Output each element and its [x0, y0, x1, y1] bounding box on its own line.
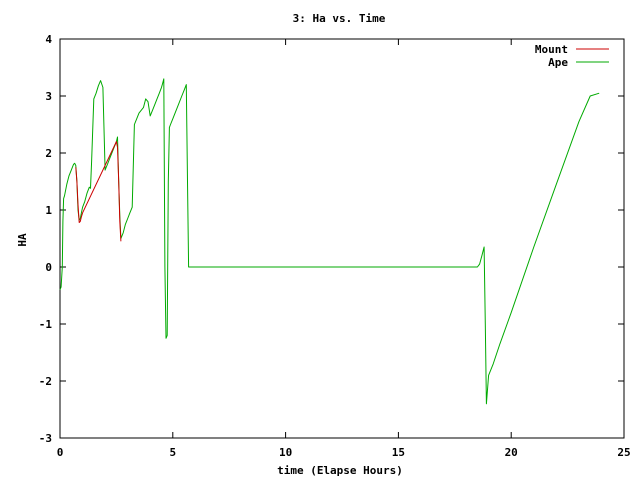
x-tick-label: 15: [392, 446, 405, 459]
y-tick-label: 2: [45, 147, 52, 160]
plot-area: [59, 38, 625, 439]
y-tick-label: -1: [39, 318, 53, 331]
y-axis: -3 -2 -1 0 1 2 3 4: [39, 33, 624, 445]
y-tick-label: 1: [45, 204, 52, 217]
y-axis-label: HA: [16, 233, 29, 247]
x-tick-label: 10: [279, 446, 292, 459]
x-tick-label: 20: [505, 446, 518, 459]
y-tick-label: 0: [45, 261, 52, 274]
x-tick-label: 25: [617, 446, 630, 459]
y-tick-label: -3: [39, 432, 52, 445]
chart-title: 3: Ha vs. Time: [293, 12, 386, 25]
x-tick-label: 5: [169, 446, 176, 459]
legend-label-mount: Mount: [535, 43, 568, 56]
y-tick-label: 4: [45, 33, 52, 46]
series-line-mount: [75, 141, 122, 242]
y-tick-label: -2: [39, 375, 52, 388]
series-line-ape: [59, 78, 600, 405]
x-tick-label: 0: [57, 446, 64, 459]
y-tick-label: 3: [45, 90, 52, 103]
x-axis-label: time (Elapse Hours): [277, 464, 403, 477]
plot-border: [59, 38, 625, 439]
series-group: [59, 78, 600, 405]
legend-label-ape: Ape: [548, 56, 568, 69]
x-axis: 0 5 10 15 20 25: [57, 39, 631, 459]
